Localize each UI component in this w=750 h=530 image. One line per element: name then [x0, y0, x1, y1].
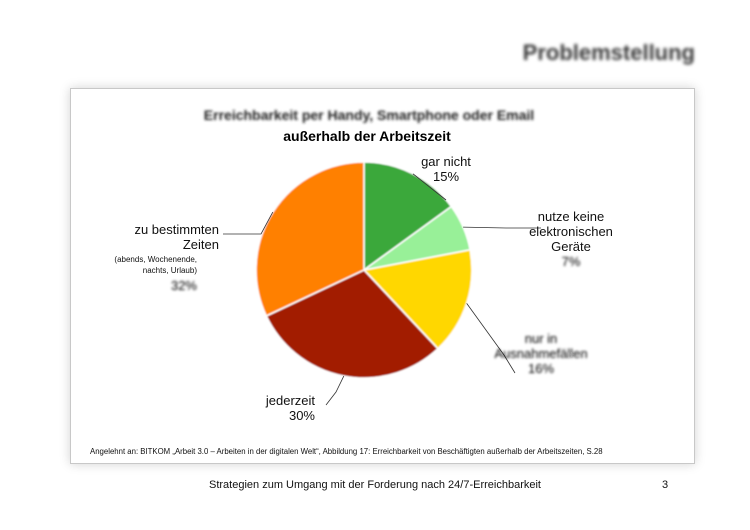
- leader-line-zu-bestimmten-zeiten: [223, 211, 274, 235]
- leader-line-nur-in-ausnahmef-llen: [466, 303, 516, 374]
- pie-slice-nur-in-ausnahmef-llen: [362, 248, 473, 350]
- data-label-nutze-keine-elektronischen-ger-te: nutze keine elektronischen Geräte 7%: [529, 209, 613, 269]
- leader-line-gar-nicht: [412, 173, 447, 201]
- value-label-gar-nicht: 15%: [433, 169, 459, 184]
- data-label-nur-in-ausnahmef-llen: nur in Ausnahmefällen 16%: [494, 331, 587, 376]
- chart-title: Erreichbarkeit per Handy, Smartphone ode…: [204, 107, 534, 123]
- slide-title: Problemstellung: [522, 40, 695, 65]
- chart-source-note: Angelehnt an: BITKOM „Arbeit 3.0 – Arbei…: [90, 447, 603, 456]
- page-number: 3: [662, 479, 669, 491]
- data-label-zu-bestimmten-zeiten: zu bestimmten Zeiten (abends, Wochenende, n…: [114, 222, 219, 293]
- data-label-gar-nicht: gar nicht 15%: [421, 154, 471, 184]
- leader-line-jederzeit: [325, 375, 345, 406]
- slide-footer: Strategien zum Umgang mit der Forderung …: [209, 479, 541, 491]
- data-label-jederzeit: jederzeit 30%: [265, 393, 316, 423]
- value-label-nutze-keine-elektronischen-ger-te: 7%: [562, 254, 581, 269]
- value-label-jederzeit: 30%: [289, 408, 315, 423]
- value-label-zu-bestimmten-zeiten: 32%: [171, 278, 197, 293]
- leader-line-nutze-keine-elektronischen-ger-te: [463, 226, 541, 229]
- chart-frame: Erreichbarkeit per Handy, Smartphone ode…: [70, 88, 695, 464]
- chart-subtitle: außerhalb der Arbeitszeit: [283, 128, 451, 144]
- value-label-nur-in-ausnahmef-llen: 16%: [528, 361, 554, 376]
- pie-chart: Erreichbarkeit per Handy, Smartphone ode…: [90, 107, 613, 456]
